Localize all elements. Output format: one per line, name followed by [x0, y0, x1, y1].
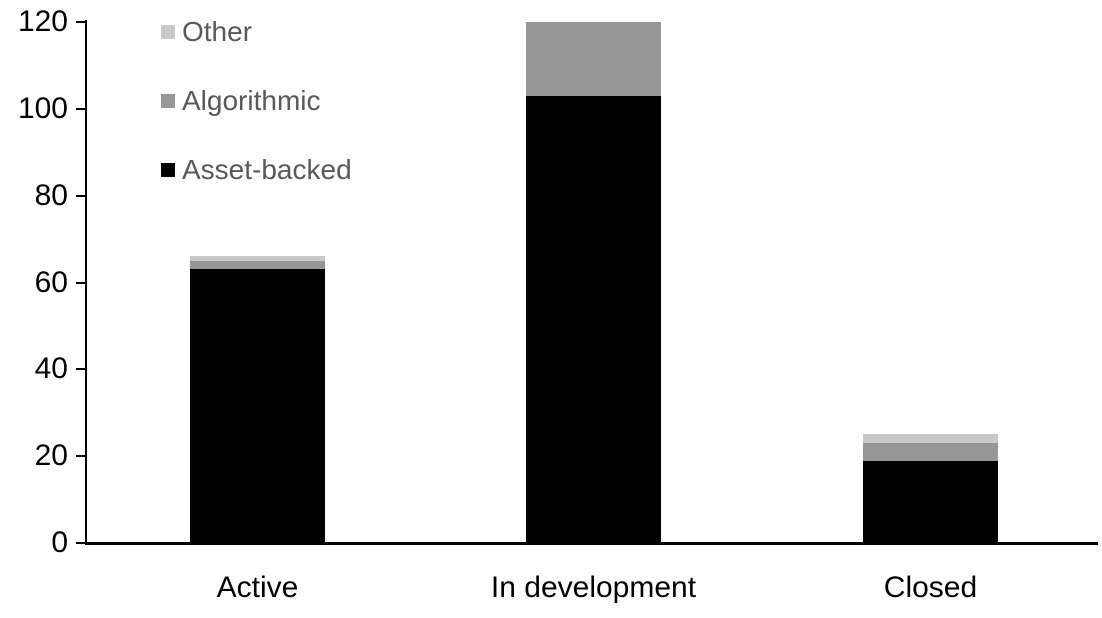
- y-tick-label: 40: [34, 352, 68, 386]
- bar-segment-asset-backed: [526, 95, 661, 543]
- legend-label: Algorithmic: [182, 85, 321, 116]
- legend-swatch-icon: [161, 25, 175, 39]
- category-label-closed: Closed: [883, 571, 978, 604]
- legend-item-asset-backed: Asset-backed: [161, 154, 352, 186]
- y-tick-mark: [76, 542, 86, 544]
- bar-segment-algorithmic: [863, 443, 998, 461]
- y-tick-label: 20: [34, 439, 68, 473]
- y-tick-mark: [76, 368, 86, 371]
- legend-swatch-icon: [161, 94, 175, 108]
- y-tick-label: 60: [34, 265, 68, 299]
- category-label-in-development: In development: [490, 571, 697, 604]
- legend-swatch-icon: [161, 163, 175, 177]
- bar-segment-asset-backed: [863, 460, 998, 543]
- y-tick-mark: [76, 194, 86, 197]
- bar-segment-other: [863, 434, 998, 444]
- bar-segment-algorithmic: [190, 260, 325, 270]
- y-axis-line: [85, 20, 87, 545]
- y-tick-mark: [76, 455, 86, 458]
- legend-item-algorithmic: Algorithmic: [161, 85, 320, 117]
- legend-label: Other: [182, 16, 253, 47]
- y-tick-label: 0: [51, 526, 68, 559]
- y-tick-label: 120: [17, 5, 68, 38]
- y-tick-label: 80: [34, 178, 68, 212]
- y-tick-mark: [76, 281, 86, 284]
- y-tick-label: 100: [17, 91, 68, 125]
- legend-label: Asset-backed: [182, 154, 352, 185]
- y-tick-mark: [76, 107, 86, 110]
- bar-segment-asset-backed: [190, 269, 325, 543]
- x-axis-line: [85, 542, 1098, 545]
- bar-segment-algorithmic: [526, 22, 661, 96]
- legend-item-other: Other: [161, 16, 252, 48]
- category-label-active: Active: [216, 571, 299, 604]
- bar-segment-other: [190, 256, 325, 261]
- y-tick-mark: [76, 21, 86, 23]
